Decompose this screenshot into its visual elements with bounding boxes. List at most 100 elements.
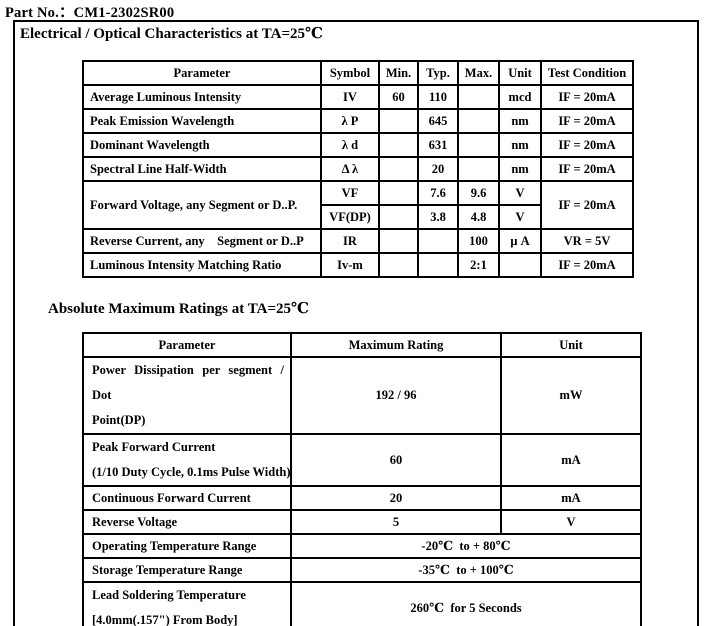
col-header-unit: Unit <box>498 60 542 86</box>
cell-test-condition: IF = 20mA <box>540 108 634 134</box>
table-row: Peak Emission Wavelength λ P 645 nm IF =… <box>82 108 634 134</box>
cell-unit: mW <box>500 356 642 435</box>
parameter-line-1: Lead Soldering Temperature <box>92 588 246 602</box>
table-row: Average Luminous Intensity IV 60 110 mcd… <box>82 84 634 110</box>
cell-unit: V <box>498 180 542 206</box>
table1-header-row: Parameter Symbol Min. Typ. Max. Unit Tes… <box>82 60 634 86</box>
cell-parameter: Operating Temperature Range <box>82 533 292 559</box>
cell-unit: V <box>500 509 642 535</box>
table-row: Dominant Wavelength λ d 631 nm IF = 20mA <box>82 132 634 158</box>
cell-unit: mcd <box>498 84 542 110</box>
cell-unit: nm <box>498 156 542 182</box>
table-row: Forward Voltage, any Segment or D..P. VF… <box>82 180 634 230</box>
cell-unit: nm <box>498 108 542 134</box>
col-header-test-condition: Test Condition <box>540 60 634 86</box>
cell-unit: mA <box>500 433 642 487</box>
cell-min <box>378 180 419 206</box>
table-row: Storage Temperature Range -35℃ to + 100℃ <box>82 557 642 583</box>
col-header-min: Min. <box>378 60 419 86</box>
col-header-symbol: Symbol <box>320 60 380 86</box>
cell-symbol: IR <box>320 228 380 254</box>
parameter-line-2: Point(DP) <box>92 413 146 427</box>
table2-header-row: Parameter Maximum Rating Unit <box>82 332 642 358</box>
section-title-electrical-optical: Electrical / Optical Characteristics at … <box>20 26 323 42</box>
table-row: Continuous Forward Current 20 mA <box>82 485 642 511</box>
parameter-line-1: Power Dissipation per segment / Dot <box>92 363 284 402</box>
cell-min: 60 <box>378 84 419 110</box>
absolute-maximum-ratings-table: Parameter Maximum Rating Unit Power Diss… <box>82 332 642 626</box>
cell-typ: 7.6 <box>417 180 459 206</box>
cell-max: 4.8 <box>457 204 500 230</box>
cell-parameter: Luminous Intensity Matching Ratio <box>82 252 322 278</box>
cell-unit: mA <box>500 485 642 511</box>
cell-symbol: Iv-m <box>320 252 380 278</box>
cell-parameter: Peak Forward Current (1/10 Duty Cycle, 0… <box>82 433 292 487</box>
cell-parameter: Peak Emission Wavelength <box>82 108 322 134</box>
table-row: Lead Soldering Temperature [4.0mm(.157")… <box>82 581 642 626</box>
table-row: Peak Forward Current (1/10 Duty Cycle, 0… <box>82 433 642 487</box>
cell-symbol: λ P <box>320 108 380 134</box>
cell-parameter: Average Luminous Intensity <box>82 84 322 110</box>
col-header-unit: Unit <box>500 332 642 358</box>
table-row: Spectral Line Half-Width Δ λ 20 nm IF = … <box>82 156 634 182</box>
parameter-line-1: Peak Forward Current <box>92 440 216 454</box>
cell-typ: 631 <box>417 132 459 158</box>
cell-test-condition: IF = 20mA <box>540 156 634 182</box>
cell-parameter: Reverse Current, any Segment or D..P <box>82 228 322 254</box>
cell-max: 2:1 <box>457 252 500 278</box>
cell-test-condition: IF = 20mA <box>540 180 634 230</box>
cell-max <box>457 108 500 134</box>
cell-typ <box>417 228 459 254</box>
col-header-parameter: Parameter <box>82 60 322 86</box>
cell-test-condition: IF = 20mA <box>540 252 634 278</box>
table-row: Luminous Intensity Matching Ratio Iv-m 2… <box>82 252 634 278</box>
cell-min <box>378 108 419 134</box>
cell-rating-span: -20℃ to + 80℃ <box>290 533 642 559</box>
cell-unit: μ A <box>498 228 542 254</box>
cell-rating: 5 <box>290 509 502 535</box>
electrical-optical-table: Parameter Symbol Min. Typ. Max. Unit Tes… <box>82 60 634 278</box>
cell-typ: 20 <box>417 156 459 182</box>
cell-parameter: Forward Voltage, any Segment or D..P. <box>82 180 322 230</box>
col-header-typ: Typ. <box>417 60 459 86</box>
cell-typ <box>417 252 459 278</box>
cell-min <box>378 156 419 182</box>
parameter-line-2: (1/10 Duty Cycle, 0.1ms Pulse Width) <box>92 465 291 479</box>
cell-rating: 60 <box>290 433 502 487</box>
table-row: Reverse Current, any Segment or D..P IR … <box>82 228 634 254</box>
part-number: Part No.：CM1-2302SR00 <box>5 5 175 21</box>
cell-rating-span: 260℃ for 5 Seconds <box>290 581 642 626</box>
cell-rating: 20 <box>290 485 502 511</box>
parameter-line-2: [4.0mm(.157") From Body] <box>92 613 238 626</box>
cell-min <box>378 132 419 158</box>
cell-symbol: Δ λ <box>320 156 380 182</box>
cell-parameter: Reverse Voltage <box>82 509 292 535</box>
cell-max <box>457 84 500 110</box>
cell-symbol: λ d <box>320 132 380 158</box>
table-row: Power Dissipation per segment / Dot Poin… <box>82 356 642 435</box>
cell-parameter: Dominant Wavelength <box>82 132 322 158</box>
table-row: Operating Temperature Range -20℃ to + 80… <box>82 533 642 559</box>
cell-typ: 645 <box>417 108 459 134</box>
table-row: Reverse Voltage 5 V <box>82 509 642 535</box>
table-row: VF(DP) 3.8 4.8 V <box>83 204 633 230</box>
cell-max: 9.6 <box>457 180 500 206</box>
col-header-maximum-rating: Maximum Rating <box>290 332 502 358</box>
cell-rating: 192 / 96 <box>290 356 502 435</box>
cell-rating-span: -35℃ to + 100℃ <box>290 557 642 583</box>
cell-symbol: IV <box>320 84 380 110</box>
cell-unit: nm <box>498 132 542 158</box>
cell-typ: 110 <box>417 84 459 110</box>
cell-parameter: Lead Soldering Temperature [4.0mm(.157")… <box>82 581 292 626</box>
cell-min <box>378 204 419 230</box>
cell-unit: V <box>498 204 542 230</box>
cell-max <box>457 156 500 182</box>
cell-parameter: Continuous Forward Current <box>82 485 292 511</box>
section-title-absolute-maximum-ratings: Absolute Maximum Ratings at TA=25℃ <box>48 301 309 317</box>
cell-symbol: VF(DP) <box>320 204 380 230</box>
cell-symbol: VF <box>320 180 380 206</box>
cell-typ: 3.8 <box>417 204 459 230</box>
cell-test-condition: IF = 20mA <box>540 132 634 158</box>
cell-parameter: Storage Temperature Range <box>82 557 292 583</box>
col-header-parameter: Parameter <box>82 332 292 358</box>
